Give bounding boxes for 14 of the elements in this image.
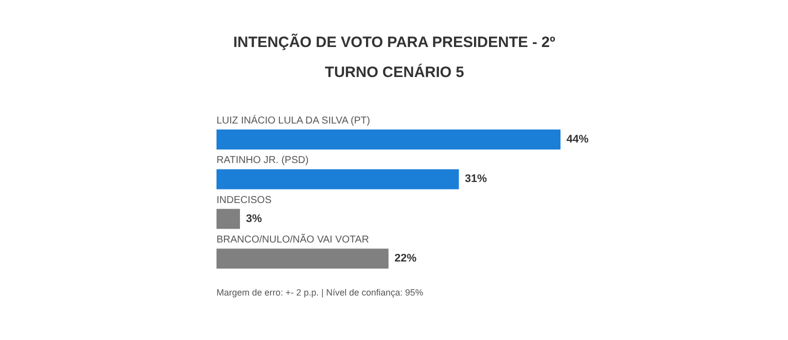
- data-label: 3%: [246, 212, 262, 225]
- y-tick-label: BRANCO/NULO/NÃO VAI VOTAR: [216, 234, 369, 246]
- data-label: 22%: [394, 252, 417, 265]
- data-label: 44%: [566, 134, 589, 146]
- chart-title: INTENÇÃO DE VOTO PARA PRESIDENTE - 2º TURNO CENÁRIO 5: [233, 33, 556, 81]
- data-label: 31%: [464, 173, 488, 186]
- y-tick-label: LUIZ INÁCIO LULA DA SILVA (PT): [216, 114, 370, 126]
- y-tick-label: INDECISOS: [216, 194, 272, 206]
- text: Margem de erro: +- 2 p.p. | Nível de confiança: 95%: [216, 288, 424, 298]
- bar: [216, 208, 240, 229]
- bar: [216, 130, 560, 150]
- bar: [216, 169, 459, 190]
- bar: [216, 248, 388, 269]
- y-tick-label: RATINHO JR. (PSD): [216, 155, 309, 166]
